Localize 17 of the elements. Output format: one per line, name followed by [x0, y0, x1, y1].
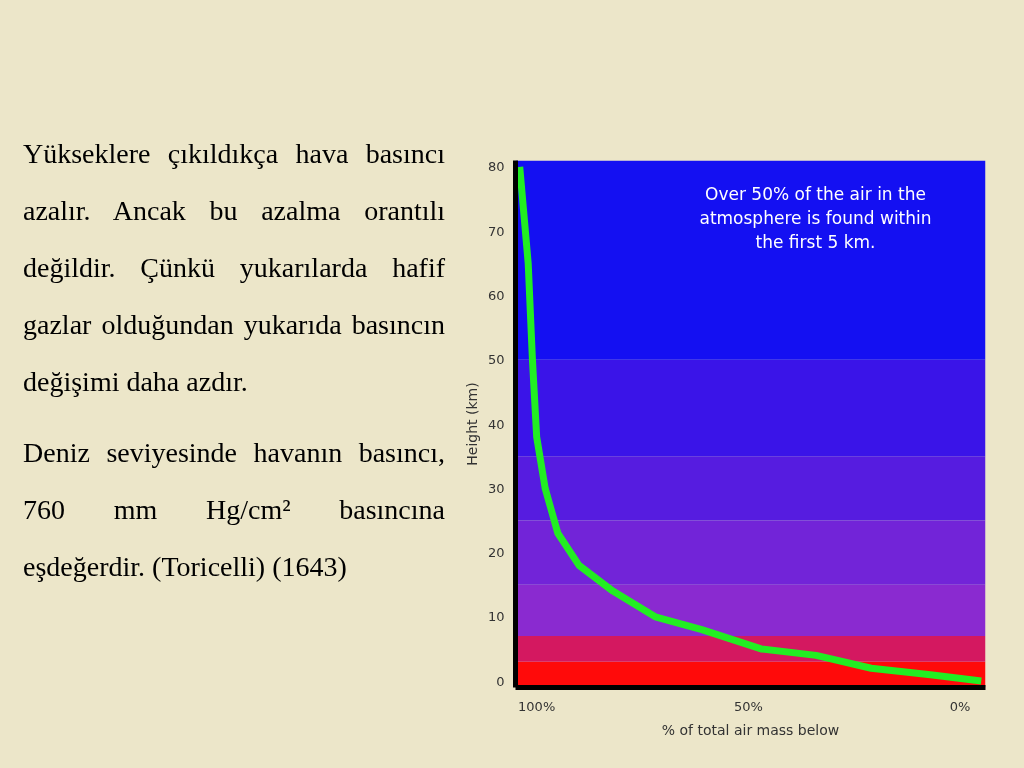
x-tick-label: 0%: [949, 698, 971, 714]
y-tick-label: 0: [496, 673, 505, 689]
text: Yükseklere çıkıldıkça hava basıncı azalır. Ancak bu azalma orantılı değildir. Çünkü yukarılarda hafif gazlar olduğundan yukarıda basıncın değişimi daha azdır.: [23, 137, 445, 399]
y-tick-label: 70: [487, 223, 505, 239]
y-tick-label: 80: [487, 159, 505, 175]
x-tick-label: 100%: [518, 698, 556, 714]
y-tick-label: 10: [487, 609, 505, 625]
annotation: Over 50% of the air in the atmosphere is found within the first 5 km.: [699, 183, 932, 252]
text: Deniz seviyesinde havanın basıncı, 760 mm Hg/cm² basıncına eşdeğerdir. (Toricelli) (1643): [23, 436, 445, 584]
y-tick-label: 50: [487, 352, 505, 368]
y-axis-title: Height (km): [463, 382, 480, 466]
y-tick-label: 60: [487, 287, 505, 303]
y-tick-label: 30: [487, 480, 505, 496]
y-tick-label: 20: [487, 545, 505, 561]
x-tick-label: 50%: [733, 698, 763, 714]
x-axis-title: % of total air mass below: [661, 721, 840, 738]
y-tick-label: 40: [487, 416, 505, 432]
